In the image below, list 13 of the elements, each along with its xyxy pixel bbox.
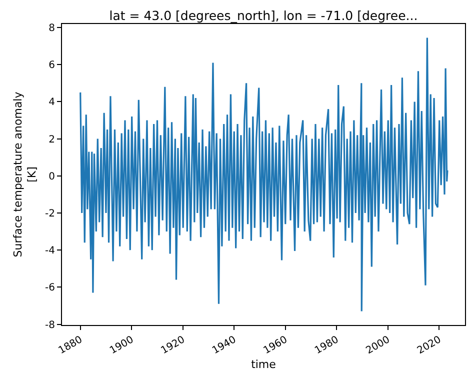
y-tick-label: -2 bbox=[45, 208, 55, 220]
x-axis-title: time bbox=[251, 358, 276, 371]
y-tick-label: -4 bbox=[45, 246, 55, 257]
y-tick-label: -6 bbox=[45, 282, 55, 294]
y-tick-label: 6 bbox=[48, 60, 55, 72]
y-tick-label: 8 bbox=[48, 23, 55, 34]
y-tick-label: 2 bbox=[48, 134, 55, 146]
y-tick-label: 4 bbox=[48, 97, 55, 108]
chart-title: lat = 43.0 [degrees_north], lon = -71.0 [degree... bbox=[109, 8, 418, 23]
line-series bbox=[80, 36, 448, 312]
y-tick-label: 0 bbox=[48, 171, 55, 182]
y-axis-title: Surface temperature anomaly [K] bbox=[11, 91, 39, 258]
y-tick-label: -8 bbox=[45, 320, 55, 331]
